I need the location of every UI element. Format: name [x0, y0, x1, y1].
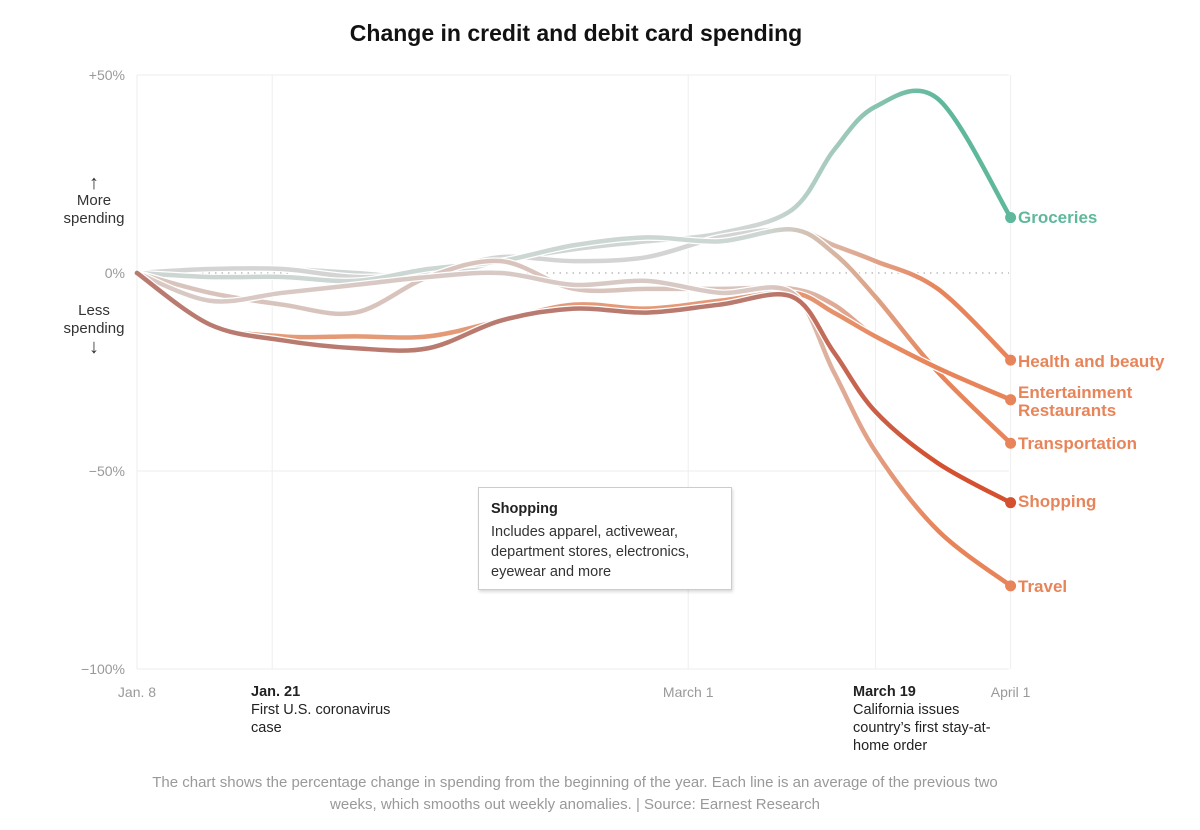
end-point-groceries[interactable]: [1005, 212, 1017, 224]
x-annotation-mar19: March 19 California issues country’s firs…: [853, 683, 993, 755]
x-tick-label: March 1: [663, 684, 714, 700]
end-point-transportation[interactable]: [1005, 437, 1017, 449]
end-point-health-and-beauty[interactable]: [1005, 354, 1017, 366]
series-line-shopping[interactable]: [134, 270, 1013, 505]
footer-note: The chart shows the percentage change in…: [152, 774, 998, 813]
x-tick-label: Jan. 8: [118, 684, 156, 700]
series-line-entertainment[interactable]: [134, 270, 1013, 402]
chart-title: Change in credit and debit card spending: [349, 20, 803, 46]
y-tick-label: 0%: [105, 265, 125, 281]
series-line-transportation[interactable]: [134, 227, 1013, 446]
less-spending-label: Less spending: [63, 302, 125, 337]
label-health-beauty: Health and beauty: [1018, 352, 1165, 371]
down-arrow-icon: ↓: [89, 336, 99, 358]
series-line-travel[interactable]: [134, 270, 1013, 589]
series-line-health-and-beauty[interactable]: [134, 226, 1013, 363]
more-spending-label: More spending: [63, 192, 125, 227]
tooltip: Shopping Includes apparel, activewear, de…: [478, 487, 732, 590]
less-spending-note: Less spending ↓: [58, 302, 130, 358]
end-point-entertainment[interactable]: [1005, 394, 1017, 406]
label-entertainment: Entertainment: [1018, 383, 1133, 402]
mar19-note: California issues country’s first stay-a…: [853, 702, 991, 754]
up-arrow-icon: ↑: [89, 172, 99, 194]
y-tick-label: −100%: [81, 661, 125, 677]
x-annotation-jan21: Jan. 21 First U.S. coronavirus case: [251, 683, 401, 737]
label-travel: Travel: [1018, 577, 1068, 596]
label-restaurants: Restaurants: [1018, 401, 1117, 420]
more-spending-note: ↑ More spending: [58, 172, 130, 228]
label-groceries: Groceries: [1018, 208, 1098, 227]
jan21-note: First U.S. coronavirus case: [251, 702, 391, 736]
y-tick-label: +50%: [89, 67, 125, 83]
x-tick-mar19: March 19: [853, 684, 916, 700]
label-transportation: Transportation: [1018, 434, 1138, 453]
y-tick-label: −50%: [89, 463, 125, 479]
series-line-groceries[interactable]: [134, 88, 1013, 280]
end-point-shopping[interactable]: [1005, 497, 1017, 509]
tooltip-body: Includes apparel, activewear, department…: [491, 524, 690, 580]
x-tick-jan21: Jan. 21: [251, 684, 301, 700]
end-point-travel[interactable]: [1005, 580, 1017, 592]
x-tick-label: April 1: [991, 684, 1031, 700]
label-shopping: Shopping: [1018, 492, 1097, 511]
tooltip-title: Shopping: [491, 501, 558, 517]
